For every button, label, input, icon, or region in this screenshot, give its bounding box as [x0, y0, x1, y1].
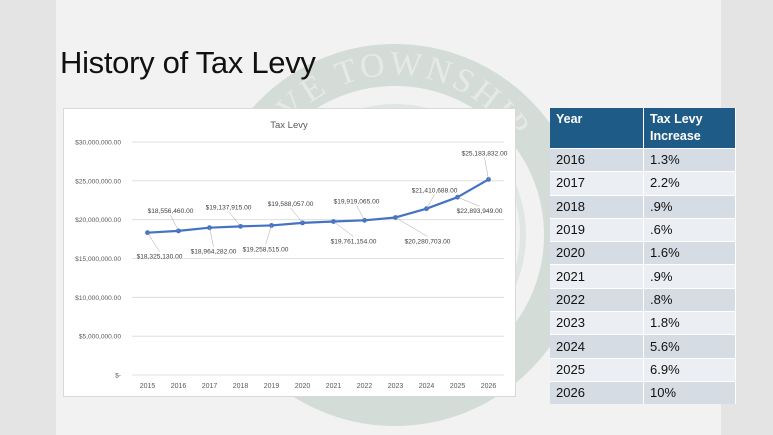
x-tick-label: 2018 [233, 383, 249, 390]
x-tick-label: 2024 [419, 383, 435, 390]
data-label-leader [209, 227, 214, 247]
header-year: Year [550, 108, 644, 149]
cell-increase: .6% [643, 217, 736, 242]
data-label-leader [265, 225, 272, 245]
table-row: 2019.6% [550, 217, 736, 242]
data-label-leader [290, 207, 303, 224]
y-tick-label: $10,000,000.00 [75, 295, 121, 302]
data-label: $20,280,703.00 [405, 238, 451, 245]
table-header-row: Year Tax Levy Increase [550, 108, 736, 149]
table-row: 2024 5.6% [550, 334, 736, 359]
x-tick-label: 2017 [202, 383, 218, 390]
table-row: 2022.8% [550, 287, 736, 312]
x-axis-ticks: 2015 2016 2017 2018 2019 2020 2021 2022 2023 2024… [140, 383, 497, 390]
y-tick-label: $5,000,000.00 [79, 334, 122, 341]
table-row: 2023 1.8% [550, 311, 736, 335]
cell-year: 2024 [550, 334, 644, 359]
y-tick-label: $15,000,000.00 [75, 256, 121, 263]
table-row: 2020 1.6% [550, 241, 736, 265]
cell-year: 2023 [550, 311, 644, 335]
y-tick-label: $25,000,000.00 [75, 178, 121, 185]
data-label: $19,919,065.00 [334, 198, 380, 205]
table-row: 2016 1.3% [550, 147, 736, 172]
data-label: $19,258,515.00 [243, 246, 289, 253]
cell-increase: 10% [643, 380, 736, 405]
data-point [269, 223, 274, 228]
y-axis-ticks: $- $5,000,000.00 $10,000,000.00 $15,000,000… [75, 140, 121, 380]
data-point [331, 219, 336, 224]
series-line-group [145, 177, 491, 236]
data-label: $19,588,057.00 [268, 201, 314, 208]
data-label-leader [228, 211, 241, 227]
chart-title: Tax Levy [270, 120, 308, 131]
table-row: 2025 6.9% [550, 357, 736, 382]
cell-increase: .8% [643, 287, 736, 312]
series-line [147, 178, 490, 234]
data-label: $19,137,915.00 [206, 204, 252, 211]
data-label-leader [484, 157, 489, 180]
x-tick-label: 2021 [326, 383, 342, 390]
table-row: 2021.9% [550, 264, 736, 289]
left-margin [0, 0, 56, 435]
x-tick-label: 2025 [450, 383, 466, 390]
cell-year: 2016 [550, 147, 644, 172]
data-label-leader [395, 217, 428, 237]
table-row: 2026 10% [550, 380, 736, 405]
cell-year: 2026 [550, 380, 644, 405]
cell-year: 2025 [550, 357, 644, 382]
data-label-leader [333, 221, 354, 237]
table-row: 2018.9% [550, 194, 736, 219]
cell-year: 2017 [550, 171, 644, 196]
header-tax-levy-increase: Tax Levy Increase [643, 108, 736, 149]
data-label: $18,556,460.00 [148, 208, 194, 215]
x-tick-label: 2015 [140, 383, 156, 390]
x-tick-label: 2022 [357, 383, 373, 390]
page-title: History of Tax Levy [60, 45, 316, 80]
cell-increase: 5.6% [643, 334, 736, 359]
data-label-group: $18,325,130.00 $18,556,460.00 $18,964,282.… [137, 150, 508, 260]
chart-canvas: Tax Levy $- $5,000,000.00 $10,000,000.00 $1… [75, 120, 508, 390]
x-tick-label: 2019 [264, 383, 280, 390]
data-label-leader [426, 194, 435, 209]
data-label: $18,964,282.00 [191, 249, 237, 256]
data-label: $19,761,154.00 [331, 239, 377, 246]
cell-year: 2019 [550, 217, 644, 242]
data-label: $25,183,832.00 [462, 150, 508, 157]
data-label-leader [147, 232, 160, 252]
x-tick-label: 2026 [481, 383, 497, 390]
data-label: $21,410,688.00 [412, 188, 458, 195]
cell-increase: 1.8% [643, 311, 736, 335]
cell-year: 2022 [550, 287, 644, 312]
cell-increase: 1.6% [643, 241, 736, 265]
cell-increase: .9% [643, 264, 736, 289]
cell-increase: .9% [643, 194, 736, 219]
x-tick-label: 2016 [171, 383, 187, 390]
cell-year: 2020 [550, 241, 644, 265]
data-point [486, 177, 491, 182]
data-label: $18,325,130.00 [137, 254, 183, 261]
tax-levy-chart: Tax Levy $- $5,000,000.00 $10,000,000.00 $1… [63, 108, 516, 397]
x-tick-label: 2020 [295, 383, 311, 390]
y-tick-label: $30,000,000.00 [75, 140, 121, 147]
cell-year: 2018 [550, 194, 644, 219]
data-label-leader [457, 196, 480, 207]
chart-gridlines [132, 141, 504, 376]
data-label: $22,893,949.00 [457, 208, 503, 215]
data-label-leader [356, 205, 365, 221]
cell-increase: 6.9% [643, 357, 736, 382]
data-label-leader [170, 214, 179, 231]
table-row: 2017 2.2% [550, 171, 736, 196]
data-point [424, 206, 429, 212]
tax-levy-increase-table: Year Tax Levy Increase 2016 1.3% 2017 2.2%… [550, 108, 736, 405]
x-tick-label: 2023 [388, 383, 404, 390]
cell-increase: 2.2% [643, 171, 736, 196]
cell-year: 2021 [550, 264, 644, 289]
cell-increase: 1.3% [643, 147, 736, 172]
y-tick-label: $- [115, 373, 121, 380]
y-tick-label: $20,000,000.00 [75, 217, 121, 224]
